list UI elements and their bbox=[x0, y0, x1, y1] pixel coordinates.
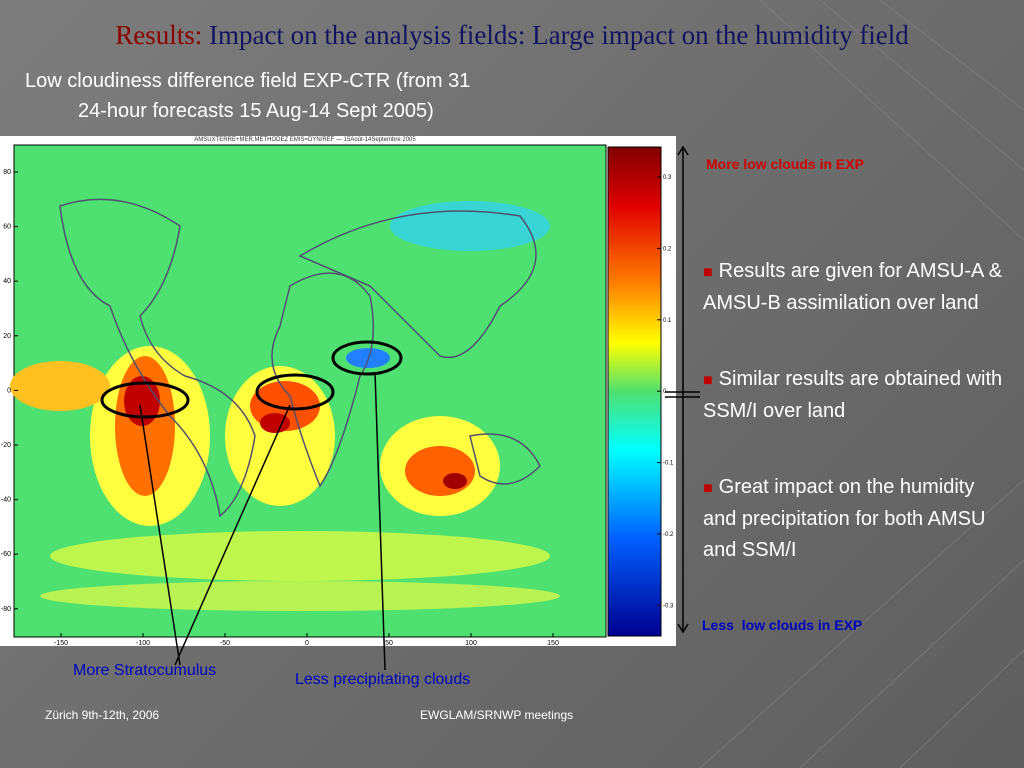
colorbar-tick-label: -0.3 bbox=[663, 603, 674, 609]
y-tick-label: 0 bbox=[7, 387, 11, 394]
annotation-precip: Less precipitating clouds bbox=[295, 671, 471, 688]
colorbar-tick-label: 0.1 bbox=[663, 318, 672, 324]
y-tick-label: -60 bbox=[1, 551, 11, 558]
colorbar bbox=[607, 146, 662, 637]
bullet: ■ Great impact on the humidity and precip… bbox=[703, 472, 1003, 566]
bullet-marker: ■ bbox=[703, 372, 713, 389]
footer-left: Zürich 9th-12th, 2006 bbox=[45, 708, 160, 722]
colorbar-tick-label: -0.1 bbox=[663, 461, 674, 467]
subtitle: 24-hour forecasts 15 Aug-14 Sept 2005) bbox=[78, 100, 434, 122]
x-tick-label: 50 bbox=[385, 640, 393, 646]
figure: AMSUXTERRE+MER,METHODEZ EMIS=DYN/REF — 1… bbox=[0, 136, 676, 646]
x-tick-label: 0 bbox=[305, 640, 309, 646]
bullet-marker: ■ bbox=[703, 264, 713, 281]
x-tick-label: 150 bbox=[547, 640, 559, 646]
map-caption: AMSUXTERRE+MER,METHODEZ EMIS=DYN/REF — 1… bbox=[194, 137, 416, 143]
bullet-text: Results are given for AMSU-A & AMSU-B as… bbox=[703, 260, 1003, 314]
y-tick-label: -40 bbox=[1, 497, 11, 504]
slide-title: Results: Impact on the analysis fields: … bbox=[0, 20, 1024, 51]
footer-center: EWGLAM/SRNWP meetings bbox=[420, 708, 574, 722]
title-lead: Results: bbox=[115, 20, 203, 50]
y-tick-label: -20 bbox=[1, 442, 11, 449]
x-tick-label: 100 bbox=[465, 640, 477, 646]
colorbar-tick-label: -0.2 bbox=[663, 532, 674, 538]
highlight-ellipse bbox=[255, 373, 335, 411]
colorbar-tick-label: 0.3 bbox=[663, 175, 672, 181]
highlight-ellipse bbox=[331, 340, 403, 376]
bullet-text: Great impact on the humidity and precipi… bbox=[703, 476, 986, 561]
y-tick-label: 80 bbox=[3, 169, 11, 176]
colorbar-tick-label: 0.2 bbox=[663, 246, 672, 252]
annotation-stratocumulus: More Stratocumulus bbox=[73, 662, 217, 679]
bullet: ■ Results are given for AMSU-A & AMSU-B a… bbox=[703, 256, 1003, 319]
bullet: ■ Similar results are obtained with SSM/I… bbox=[703, 364, 1003, 427]
annotation-top: More low clouds in EXP bbox=[706, 156, 864, 172]
y-tick-label: 60 bbox=[3, 224, 11, 231]
annotation-bottom: Less low clouds in EXP bbox=[702, 617, 863, 633]
y-tick-label: 40 bbox=[3, 278, 11, 285]
x-tick-label: -50 bbox=[220, 640, 230, 646]
title-text: Impact on the analysis fields: Large imp… bbox=[208, 20, 909, 50]
subtitle: Low cloudiness difference field EXP-CTR … bbox=[25, 70, 471, 92]
bullet-marker: ■ bbox=[703, 480, 713, 497]
bullet-text: Similar results are obtained with SSM/I … bbox=[703, 368, 1003, 422]
y-tick-label: -80 bbox=[1, 606, 11, 613]
x-tick-label: -100 bbox=[136, 640, 150, 646]
y-tick-label: 20 bbox=[3, 333, 11, 340]
x-tick-label: -150 bbox=[54, 640, 68, 646]
